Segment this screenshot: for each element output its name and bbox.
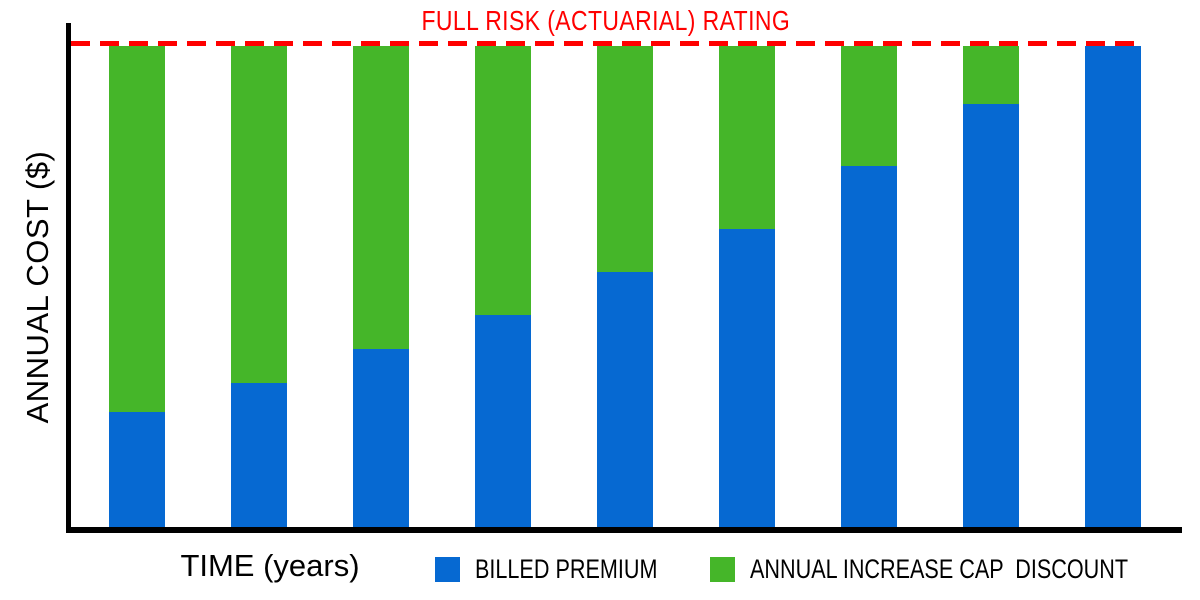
bar-year-7 (841, 46, 897, 527)
bar-segment-billed-premium (719, 228, 775, 527)
bar-segment-increase-cap-discount (475, 46, 531, 316)
bar-year-3 (353, 46, 409, 527)
bar-year-1 (109, 46, 165, 527)
bar-segment-increase-cap-discount (109, 46, 165, 412)
bar-year-2 (231, 46, 287, 527)
increase-cap-swatch (710, 557, 735, 582)
bar-segment-increase-cap-discount (353, 46, 409, 350)
bar-year-6 (719, 46, 775, 527)
x-axis-line (66, 527, 1182, 533)
bar-segment-billed-premium (475, 315, 531, 527)
bar-segment-billed-premium (963, 103, 1019, 527)
legend-label-increase-cap: ANNUAL INCREASE CAP DISCOUNT (750, 554, 1129, 584)
bar-segment-increase-cap-discount (719, 46, 775, 229)
bar-year-9 (1085, 46, 1141, 527)
bar-year-4 (475, 46, 531, 527)
bar-segment-increase-cap-discount (963, 46, 1019, 104)
bar-year-5 (597, 46, 653, 527)
chart-title-text: FULL RISK (ACTUARIAL) RATING (421, 5, 791, 36)
y-axis-label: ANNUAL COST ($) (20, 150, 55, 424)
bar-segment-increase-cap-discount (597, 46, 653, 273)
y-axis-line (66, 23, 71, 533)
bar-year-8 (963, 46, 1019, 527)
chart-title: FULL RISK (ACTUARIAL) RATING (72, 6, 1140, 36)
bar-segment-billed-premium (841, 166, 897, 527)
x-axis-label: TIME (years) (180, 548, 360, 583)
bar-segment-billed-premium (109, 411, 165, 527)
bar-segment-billed-premium (231, 382, 287, 527)
full-risk-dashed-line (71, 41, 1140, 46)
bar-segment-increase-cap-discount (841, 46, 897, 167)
bar-segment-billed-premium (353, 349, 409, 527)
bar-segment-increase-cap-discount (231, 46, 287, 383)
billed-premium-swatch (435, 557, 460, 582)
bar-segment-billed-premium (597, 272, 653, 527)
bar-segment-billed-premium (1085, 46, 1141, 527)
legend-label-billed-premium: BILLED PREMIUM (475, 554, 658, 584)
